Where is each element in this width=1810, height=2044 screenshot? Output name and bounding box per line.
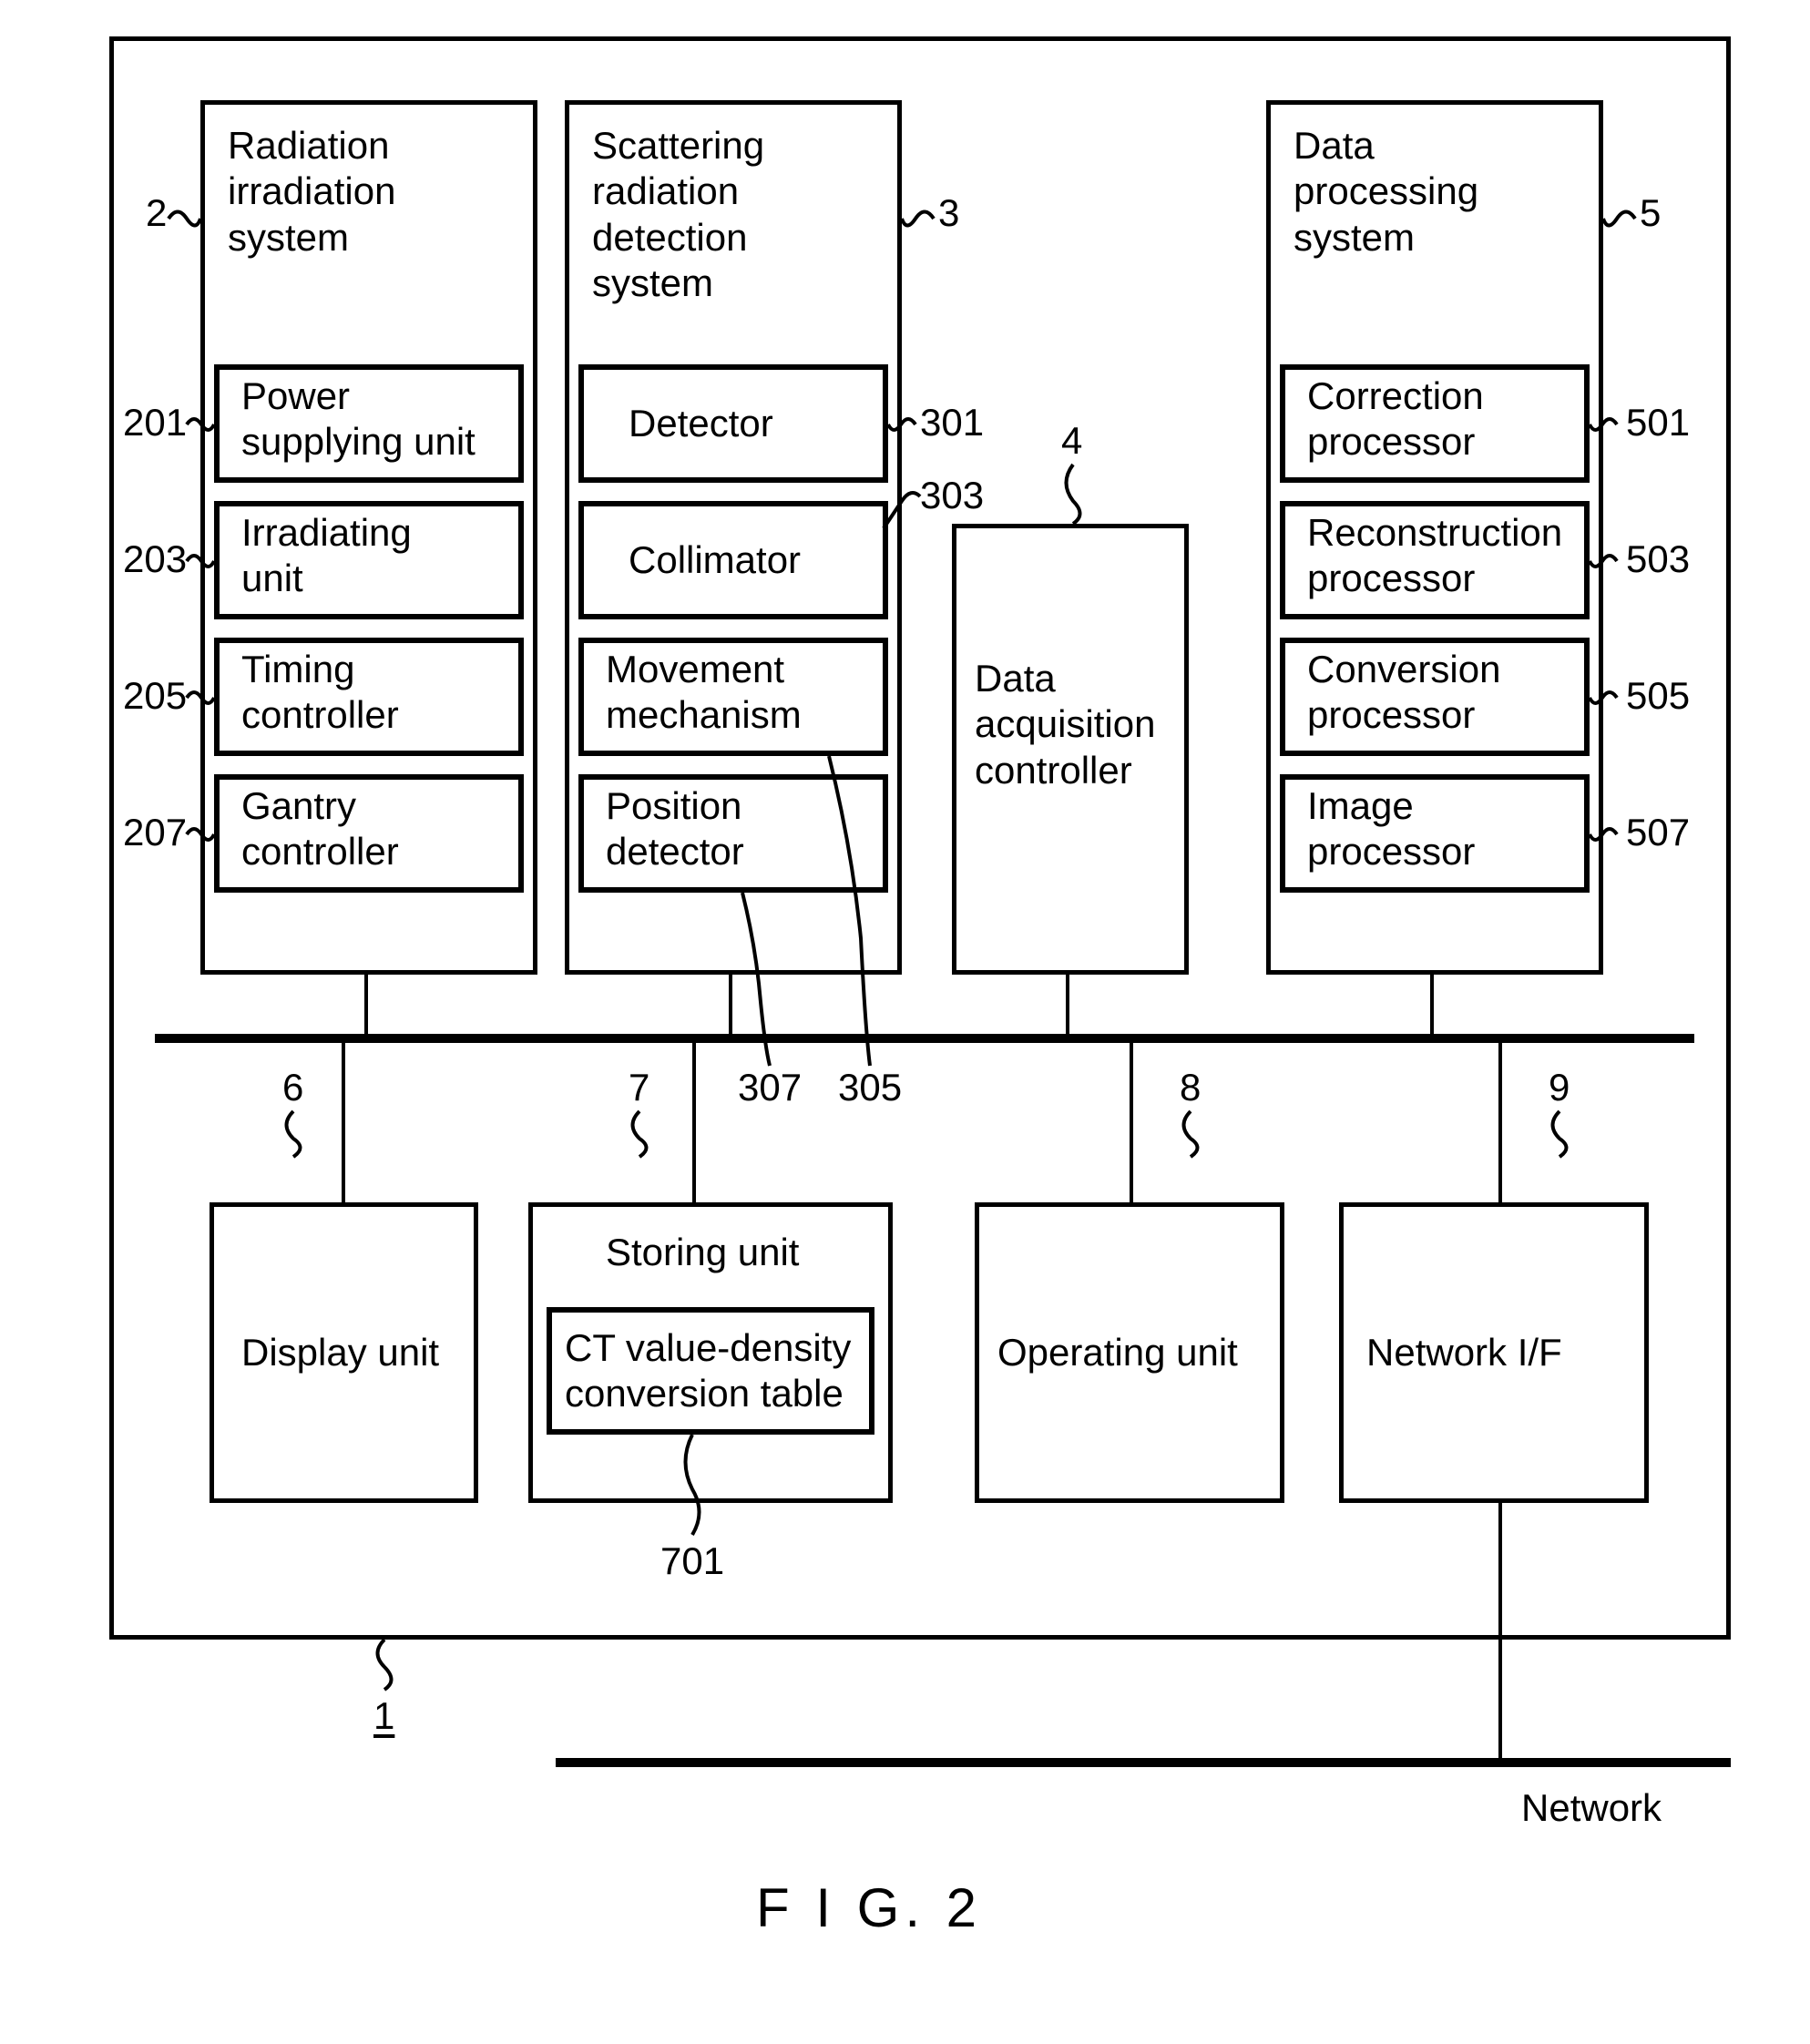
- network-line: [556, 1758, 1731, 1767]
- ref-3: 3: [938, 191, 959, 235]
- col2-item-2-label: Movement mechanism: [606, 647, 802, 739]
- col2-item-3-label: Position detector: [606, 783, 744, 875]
- lead-307: [742, 893, 797, 1070]
- ref-2: 2: [146, 191, 167, 235]
- lead-2: [169, 210, 205, 237]
- col1-title: Radiation irradiation system: [228, 123, 395, 261]
- lead-5: [1603, 210, 1640, 237]
- lead-1: [375, 1640, 403, 1694]
- lead-507: [1590, 827, 1621, 845]
- col4-title: Data acquisition controller: [975, 656, 1155, 793]
- ref-307: 307: [738, 1066, 802, 1109]
- b6-label: Display unit: [241, 1330, 439, 1375]
- lead-9: [1550, 1111, 1578, 1161]
- ref-503: 503: [1626, 537, 1690, 581]
- col2-item-0-label: Detector: [629, 401, 773, 446]
- ref-9: 9: [1549, 1066, 1570, 1109]
- lead-7: [630, 1111, 658, 1161]
- bus: [155, 1034, 1694, 1043]
- lead-4: [1064, 465, 1091, 528]
- lead-701: [683, 1435, 711, 1539]
- ref-5: 5: [1640, 191, 1661, 235]
- lead-6: [284, 1111, 312, 1161]
- conn-b9-network: [1498, 1503, 1502, 1758]
- lead-8: [1181, 1111, 1209, 1161]
- ref-701: 701: [660, 1539, 724, 1583]
- lead-205: [187, 690, 219, 709]
- conn-col2-bus: [729, 975, 732, 1034]
- figure-canvas: Radiation irradiation system Power suppl…: [36, 36, 1767, 1949]
- col1-item-3-label: Gantry controller: [241, 783, 399, 875]
- lead-203: [187, 554, 219, 572]
- lead-207: [187, 827, 219, 845]
- ref-205: 205: [123, 674, 187, 718]
- ref-303: 303: [920, 474, 984, 517]
- col5-item-3-label: Image processor: [1307, 783, 1475, 875]
- ref-201: 201: [123, 401, 187, 445]
- ref-505: 505: [1626, 674, 1690, 718]
- b7-title: Storing unit: [606, 1230, 799, 1275]
- col2-title: Scattering radiation detection system: [592, 123, 764, 307]
- lead-505: [1590, 690, 1621, 709]
- col5-item-2-label: Conversion processor: [1307, 647, 1500, 739]
- ref-8: 8: [1180, 1066, 1201, 1109]
- lead-303: [884, 492, 925, 528]
- lead-503: [1590, 554, 1621, 572]
- ref-501: 501: [1626, 401, 1690, 445]
- ref-301: 301: [920, 401, 984, 445]
- col1-item-1-label: Irradiating unit: [241, 510, 412, 602]
- col5-item-0-label: Correction processor: [1307, 373, 1484, 465]
- conn-col4-bus: [1066, 975, 1069, 1034]
- network-label: Network: [1521, 1785, 1662, 1831]
- ref-207: 207: [123, 811, 187, 854]
- ref-305: 305: [838, 1066, 902, 1109]
- b7-inner-label: CT value-density conversion table: [565, 1325, 851, 1417]
- ref-7: 7: [629, 1066, 649, 1109]
- lead-305: [829, 756, 893, 1070]
- lead-3: [902, 210, 938, 237]
- col2-item-1-label: Collimator: [629, 537, 801, 583]
- col5-title: Data processing system: [1294, 123, 1478, 261]
- conn-bus-b6: [342, 1043, 345, 1202]
- ref-507: 507: [1626, 811, 1690, 854]
- conn-bus-b7: [692, 1043, 696, 1202]
- ref-6: 6: [282, 1066, 303, 1109]
- ref-4: 4: [1061, 419, 1082, 463]
- col1-item-0-label: Power supplying unit: [241, 373, 476, 465]
- lead-201: [187, 417, 219, 435]
- conn-col5-bus: [1430, 975, 1434, 1034]
- conn-col1-bus: [364, 975, 368, 1034]
- lead-301: [888, 417, 920, 435]
- figure-label: F I G. 2: [756, 1876, 982, 1939]
- ref-1: 1: [373, 1694, 394, 1738]
- ref-203: 203: [123, 537, 187, 581]
- lead-501: [1590, 417, 1621, 435]
- col1-item-2-label: Timing controller: [241, 647, 399, 739]
- col5-item-1-label: Reconstruction processor: [1307, 510, 1562, 602]
- b8-label: Operating unit: [997, 1330, 1238, 1375]
- conn-bus-b9: [1498, 1043, 1502, 1202]
- conn-bus-b8: [1130, 1043, 1133, 1202]
- b9-label: Network I/F: [1366, 1330, 1562, 1375]
